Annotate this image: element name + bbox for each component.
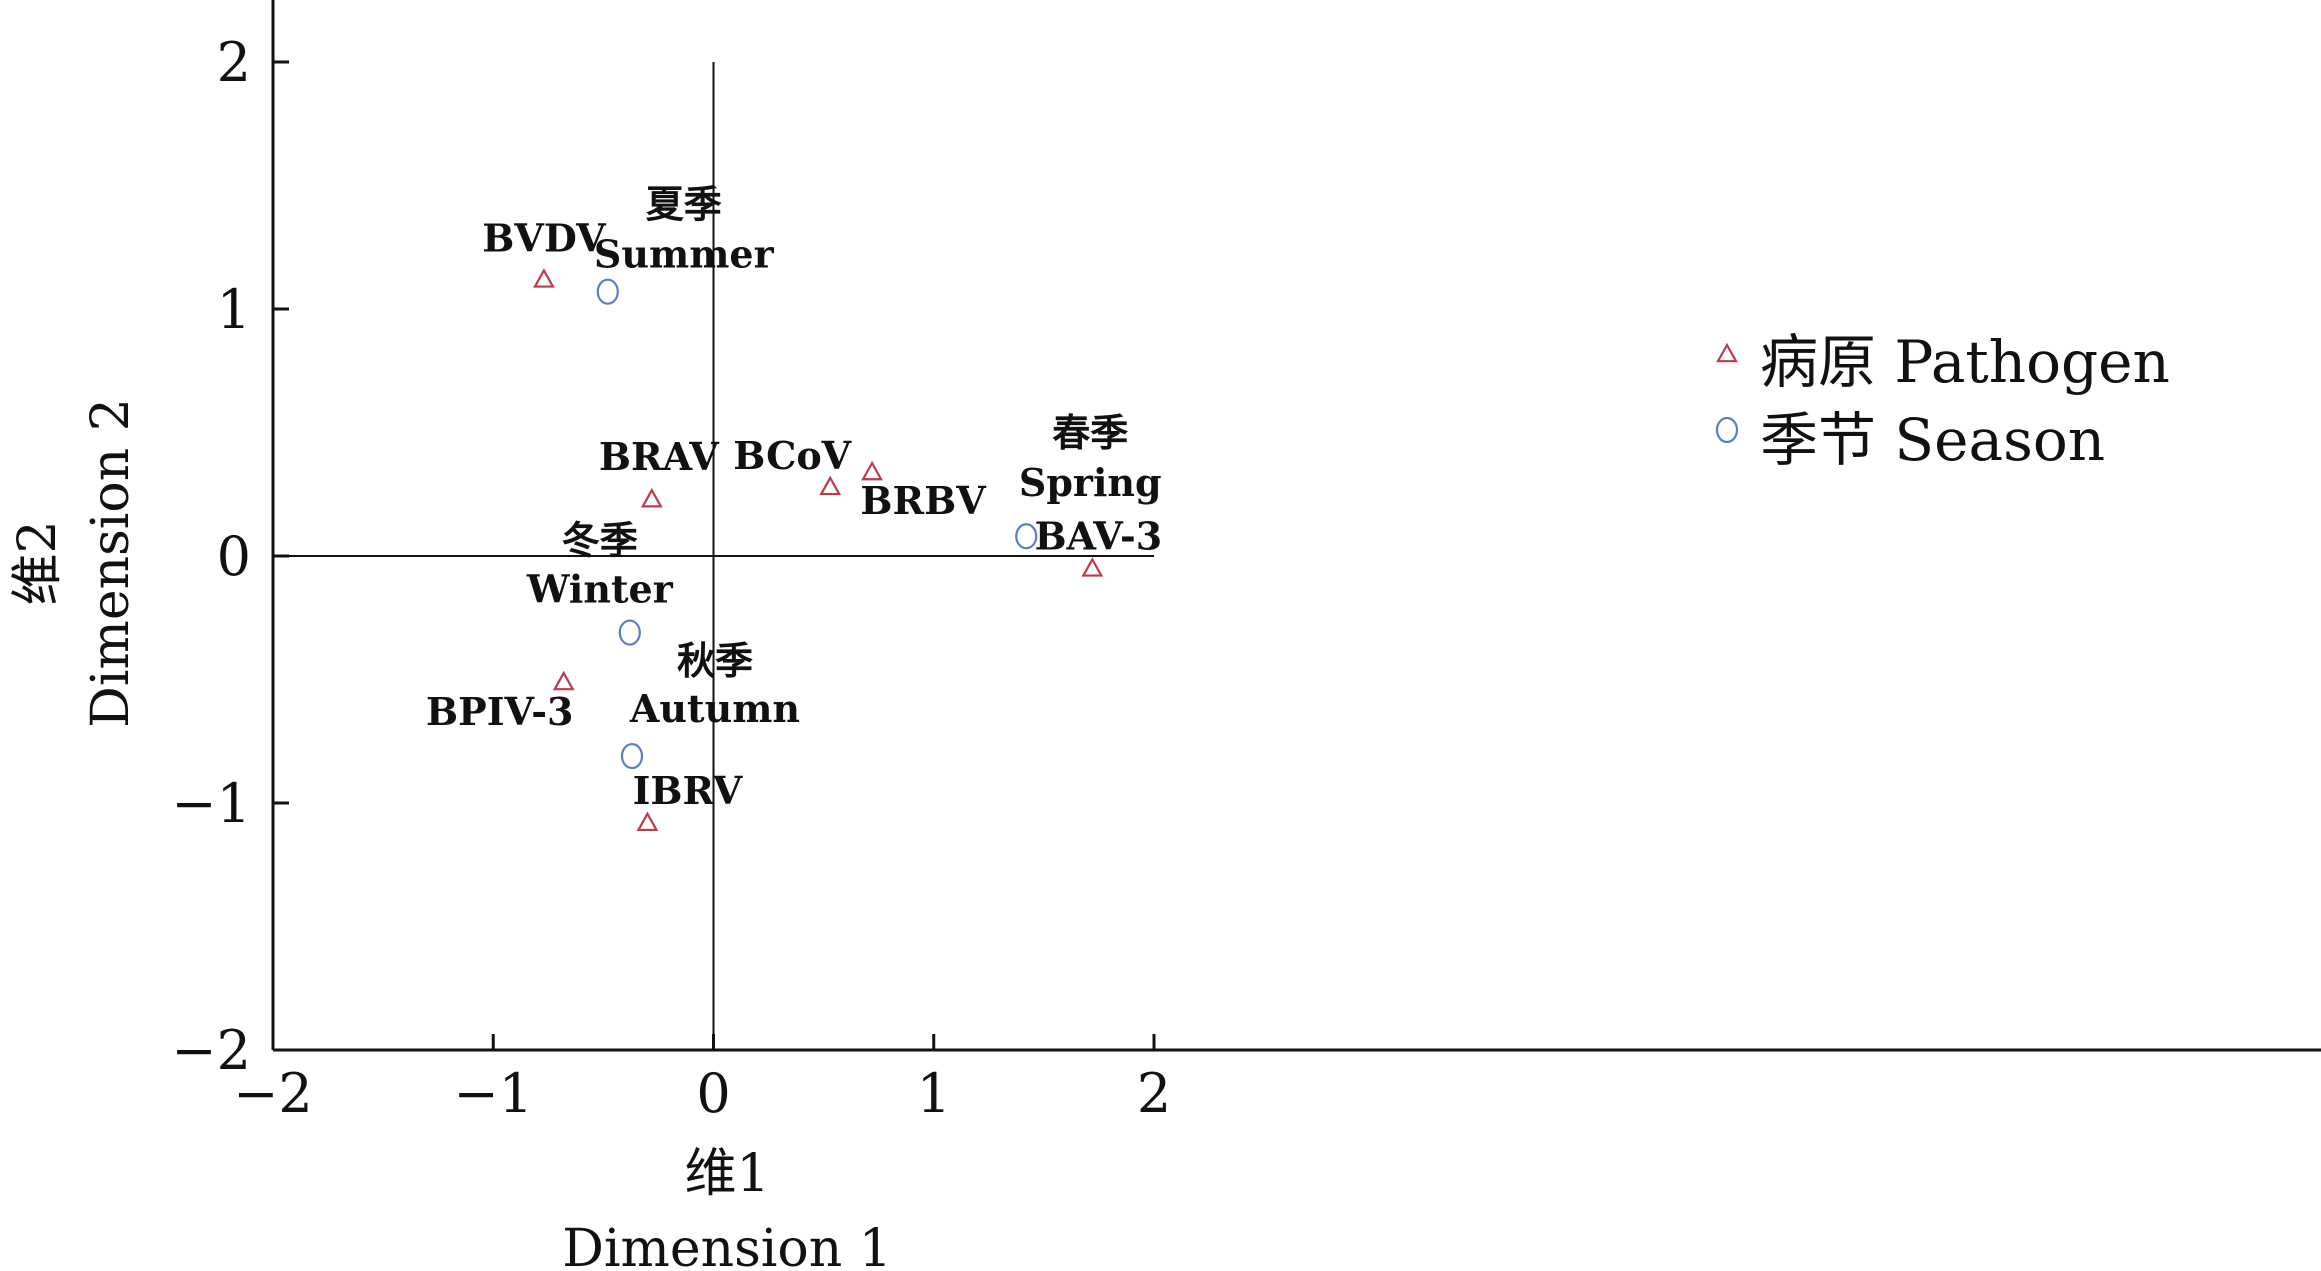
y-tick-label: −1 xyxy=(171,772,251,835)
y-tick-label: 1 xyxy=(217,278,251,341)
x-tick-label: 2 xyxy=(1137,1062,1171,1125)
y-axis-title-en: Dimension 2 xyxy=(81,398,141,728)
x-axis-title-cn: 维1 xyxy=(684,1144,769,1204)
season-point xyxy=(1015,523,1038,550)
pathogen-label: BRAV xyxy=(599,434,720,479)
season-label-cn: 春季 xyxy=(1052,410,1128,455)
legend-triangle-icon xyxy=(1716,342,1738,363)
pathogen-point xyxy=(533,268,555,288)
y-tick-label: −2 xyxy=(171,1019,251,1082)
pathogen-label: BAV-3 xyxy=(1034,513,1162,558)
pathogen-label: BVDV xyxy=(482,215,607,260)
legend-label-season: 季节 Season xyxy=(1760,406,2105,474)
season-label-en: Spring xyxy=(1019,460,1162,505)
season-label-en: Winter xyxy=(526,567,674,612)
season-point xyxy=(596,278,619,305)
x-tick-label: −2 xyxy=(233,1062,313,1125)
pathogen-point xyxy=(1081,557,1104,577)
pathogen-point xyxy=(640,487,663,508)
pathogen-point xyxy=(819,475,842,496)
season-label-en: Summer xyxy=(594,232,775,277)
ticks-layer: −2 −1 0 1 2 −2 −1 0 1 2 xyxy=(171,31,1171,1125)
x-tick-label: 0 xyxy=(696,1062,730,1125)
season-label-cn: 夏季 xyxy=(646,182,722,227)
y-tick-label: 0 xyxy=(217,525,251,588)
axis-titles: 维1 Dimension 1 维2 Dimension 2 xyxy=(8,398,892,1271)
pathogen-point xyxy=(636,811,659,832)
pathogen-label: BRBV xyxy=(860,478,987,523)
legend-circle-icon xyxy=(1715,416,1739,444)
season-point xyxy=(618,619,641,646)
pathogen-label: BPIV-3 xyxy=(426,689,573,734)
pathogen-point xyxy=(861,460,883,481)
legend-label-pathogen: 病原 Pathogen xyxy=(1760,328,2170,396)
x-axis-title-en: Dimension 1 xyxy=(562,1219,892,1271)
x-tick-label: −1 xyxy=(453,1062,533,1125)
season-label-cn: 秋季 xyxy=(677,638,753,683)
y-tick-label: 2 xyxy=(217,31,251,94)
season-label-en: Autumn xyxy=(629,686,800,731)
y-axis-title-cn: 维2 xyxy=(8,520,68,605)
pathogen-label: IBRV xyxy=(633,768,744,813)
season-label-cn: 冬季 xyxy=(562,518,638,563)
pathogen-point xyxy=(552,670,575,691)
legend: 病原 Pathogen 季节 Season xyxy=(1715,328,2170,474)
season-point xyxy=(620,742,644,770)
pathogen-label: BCoV xyxy=(733,433,852,478)
axes-layer xyxy=(271,0,2321,1052)
x-tick-label: 1 xyxy=(917,1062,951,1125)
